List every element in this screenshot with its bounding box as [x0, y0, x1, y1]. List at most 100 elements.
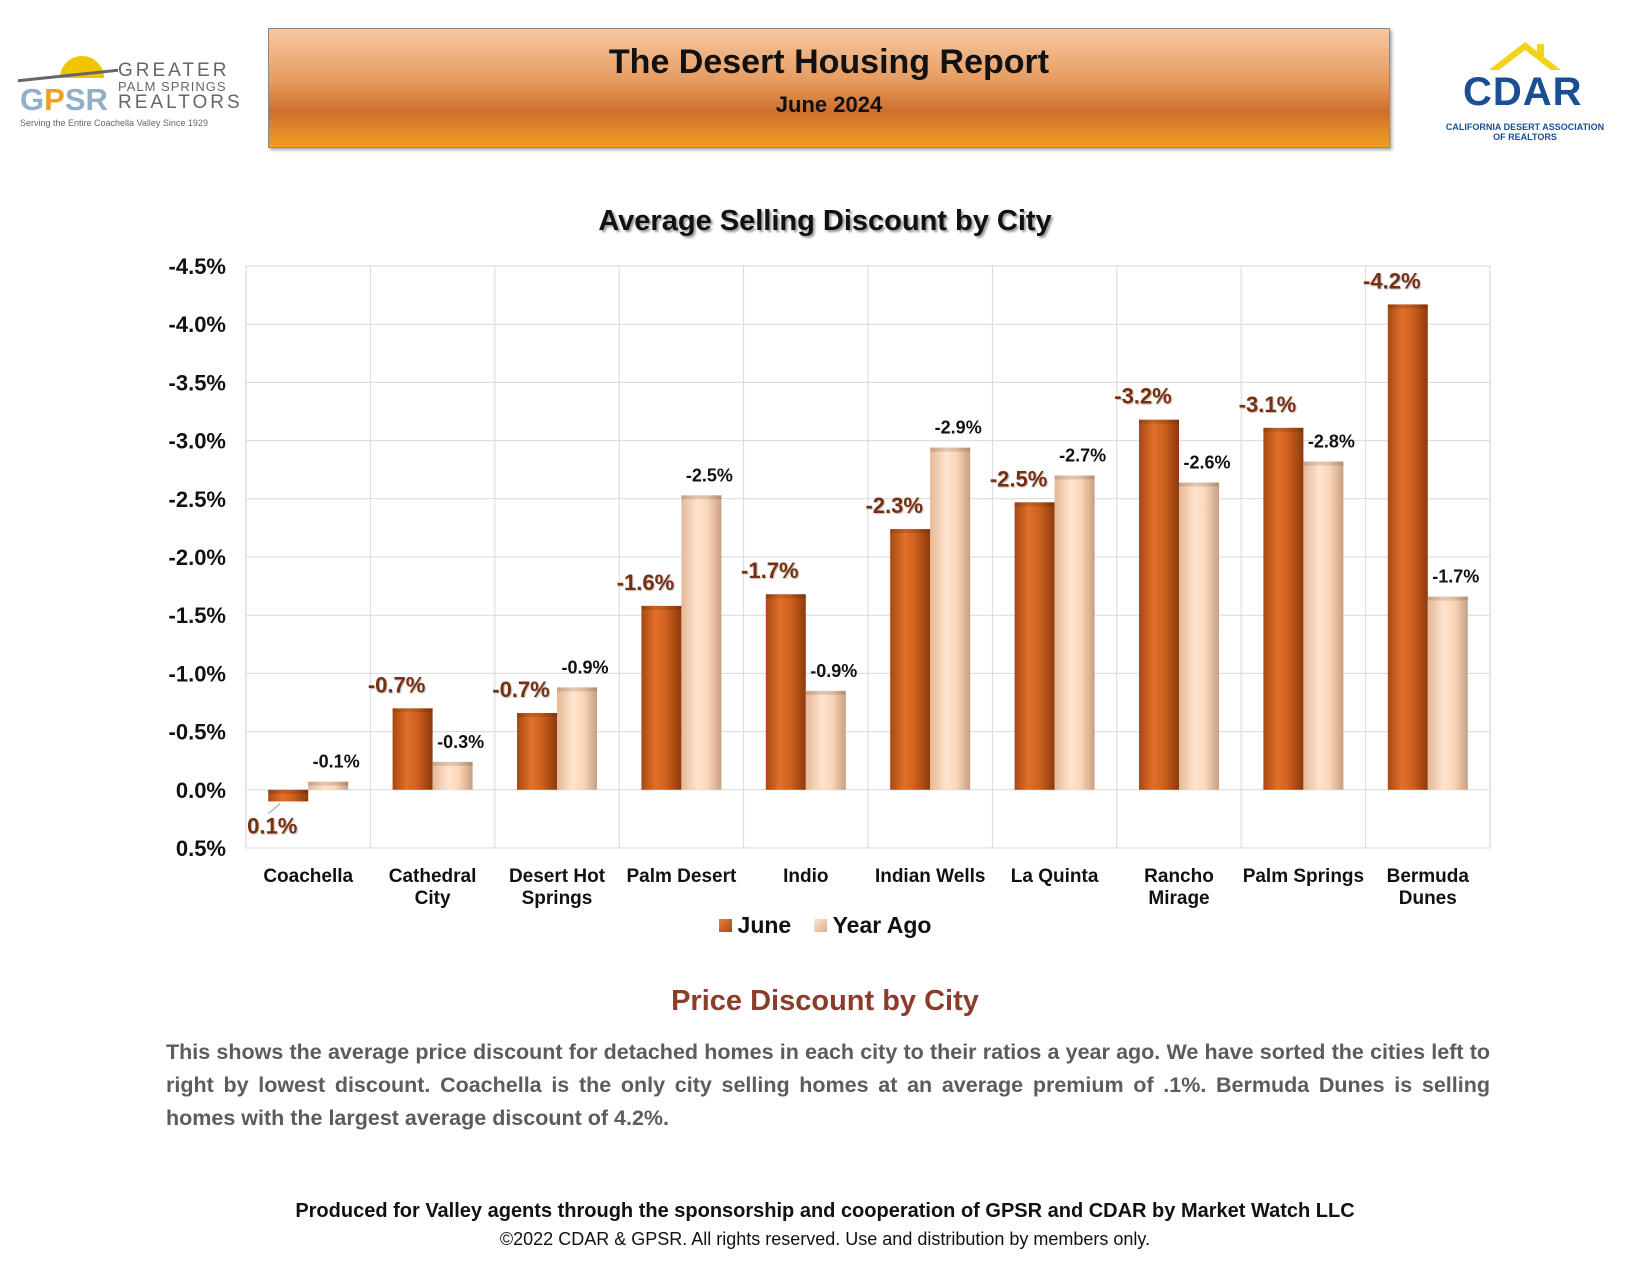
y-tick-label: -4.5%: [169, 254, 226, 279]
x-category-label: Palm Springs: [1243, 866, 1364, 887]
x-category-label: Rancho: [1144, 866, 1214, 887]
y-tick-label: -0.5%: [169, 720, 226, 745]
cdar-name-line2: OF REALTORS: [1493, 132, 1557, 142]
x-category-label: Coachella: [263, 866, 353, 887]
bar-cap: [1263, 427, 1304, 432]
x-category-label: Palm Desert: [626, 866, 737, 887]
y-tick-label: -3.0%: [169, 429, 226, 454]
bar-june: [268, 789, 309, 802]
bar-cap: [641, 605, 682, 610]
data-label-june: -0.7%: [492, 677, 549, 702]
bar-year-ago: [308, 781, 349, 790]
x-category-label: Mirage: [1148, 888, 1209, 909]
bar-year-ago: [432, 761, 473, 790]
bar-year-ago: [930, 447, 971, 790]
bar-june: [890, 529, 931, 790]
bar-chart: -4.5% -4.0% -3.5% -3.0% -2.5% -2.0% -1.5% -1.0%…: [169, 254, 1491, 909]
bar-june: [392, 708, 433, 790]
data-label-year-ago: -2.8%: [1308, 432, 1355, 452]
legend-swatch-june: [718, 919, 732, 932]
bar-year-ago: [1427, 596, 1468, 790]
bar-june: [1387, 304, 1428, 790]
bar-year-ago: [805, 690, 846, 790]
bar-june: [765, 594, 806, 790]
data-label-year-ago: -0.1%: [313, 752, 360, 772]
y-tick-label: -4.0%: [169, 312, 226, 337]
bar-june: [1139, 419, 1179, 790]
y-tick-label: 0.5%: [176, 836, 226, 861]
gpsr-name-line3: REALTORS: [118, 92, 243, 113]
footer-copyright: ©2022 CDAR & GPSR. All rights reserved. …: [499, 1229, 1151, 1249]
bar-cap: [432, 761, 473, 766]
bar-cap: [765, 594, 806, 599]
gpsr-name: GREATER PALM SPRINGS REALTORS: [118, 60, 243, 113]
legend-swatch-year-ago: [813, 919, 827, 932]
bar-cap: [930, 447, 971, 452]
y-tick-label: -3.5%: [169, 370, 226, 395]
bar-cap: [805, 690, 846, 695]
bar-cap: [1303, 461, 1344, 466]
data-label-june: -1.7%: [741, 558, 798, 583]
cdar-name-line1: CALIFORNIA DESERT ASSOCIATION: [1445, 122, 1605, 132]
footer-credit: Produced for Valley agents through the s…: [295, 1200, 1355, 1222]
legend-item-year-ago: Year Ago: [813, 912, 932, 939]
bar-cap: [308, 781, 349, 786]
x-category-label: Indio: [783, 866, 828, 887]
house-roof-icon: [1489, 42, 1561, 70]
data-label-june: -1.6%: [617, 570, 674, 595]
legend-label-year-ago: Year Ago: [832, 912, 932, 938]
cdar-initials: CDAR: [1463, 70, 1583, 114]
leader-line: [267, 803, 281, 815]
data-label-year-ago: -2.7%: [1059, 446, 1106, 466]
gpsr-name-line1: GREATER: [118, 60, 230, 81]
bar-cap: [1054, 475, 1095, 480]
bar-june: [1263, 427, 1304, 790]
data-label-june: -3.2%: [1114, 384, 1171, 409]
bar-cap: [1179, 482, 1219, 487]
gpsr-initials: GPSR: [20, 82, 108, 117]
bar-cap: [890, 529, 931, 534]
bar-cap: [1427, 596, 1468, 601]
data-label-june: -2.3%: [865, 493, 922, 518]
cdar-full-name: CALIFORNIA DESERT ASSOCIATION OF REALTOR…: [1425, 122, 1625, 142]
data-label-year-ago: -1.7%: [1432, 567, 1479, 587]
report-date: June 2024: [775, 92, 883, 117]
bar-cap: [1014, 502, 1055, 507]
x-category-label: La Quinta: [1011, 866, 1099, 887]
data-label-year-ago: -0.9%: [561, 657, 608, 677]
bar-cap: [681, 495, 722, 500]
legend-label-june: June: [737, 912, 792, 938]
y-tick-label: 0.0%: [176, 778, 226, 803]
data-label-june: -4.2%: [1363, 268, 1420, 293]
y-tick-label: -1.0%: [169, 661, 226, 686]
data-label-june: -2.5%: [990, 466, 1047, 491]
bar-june: [517, 712, 557, 790]
data-label-june: -0.7%: [368, 672, 425, 697]
x-category-label: Dunes: [1399, 888, 1457, 909]
gpsr-name-line2: PALM SPRINGS: [118, 79, 227, 94]
x-category-label: Cathedral: [389, 866, 477, 887]
bar-cap: [392, 708, 433, 713]
chart-title: Average Selling Discount by City: [598, 205, 1052, 237]
data-label-june: -3.1%: [1239, 392, 1296, 417]
bar-cap: [517, 712, 557, 717]
y-tick-label: -2.0%: [169, 545, 226, 570]
bar-cap: [268, 789, 309, 794]
report-title: The Desert Housing Report: [608, 43, 1050, 81]
bar-cap: [557, 687, 597, 692]
bar-cap: [1139, 419, 1179, 424]
bar-year-ago: [1303, 461, 1344, 790]
bar-year-ago: [1179, 482, 1219, 790]
chart-legend: June Year Ago: [0, 912, 1650, 939]
data-label-year-ago: -2.6%: [1183, 453, 1230, 473]
cdar-logo: CDAR CALIFORNIA DESERT ASSOCIATION OF RE…: [1425, 40, 1625, 145]
x-category-label: Springs: [522, 888, 593, 909]
bar-june: [1014, 502, 1055, 790]
section-title: Price Discount by City: [671, 985, 979, 1017]
x-category-label: Bermuda: [1387, 866, 1470, 887]
y-tick-label: -1.5%: [169, 603, 226, 628]
data-label-year-ago: -0.3%: [437, 732, 484, 752]
data-label-year-ago: -0.9%: [810, 661, 857, 681]
report-header-banner: The Desert Housing Report June 2024: [268, 28, 1390, 148]
x-category-label: Indian Wells: [875, 866, 986, 887]
